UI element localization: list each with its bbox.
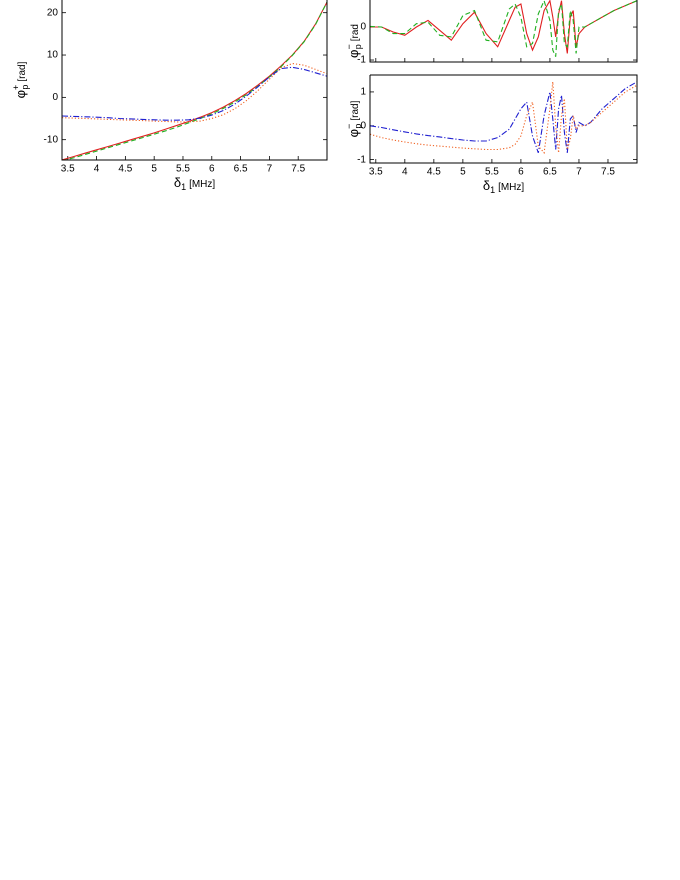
x-tick-label: 3.5 [369, 167, 383, 178]
plot-lines [370, 81, 637, 155]
axis-subscript: 1 [490, 185, 495, 195]
y-tick-label: -1 [357, 154, 366, 165]
plot-frame [369, 0, 638, 63]
axis-superscript: − [344, 124, 354, 129]
axis-superscript: + [11, 85, 21, 90]
plot-frame [369, 74, 638, 164]
x-tick-label: 3.5 [61, 164, 75, 175]
x-tick-label: 5 [151, 164, 157, 175]
y-tick-label: 1 [360, 87, 366, 98]
axis-subscript: p [353, 44, 363, 49]
axis-unit: [MHz] [498, 182, 524, 193]
axis-symbol: φ [346, 50, 361, 58]
axis-label: φ+p [rad] [11, 61, 30, 98]
x-tick-label: 6 [518, 167, 524, 178]
x-tick-label: 6.5 [543, 167, 557, 178]
axis-unit: [rad] [17, 61, 28, 81]
x-tick-label: 5.5 [176, 164, 190, 175]
axis-label: φ−p [rad [344, 24, 363, 58]
x-tick-label: 7 [267, 164, 273, 175]
axis-symbol: φ [13, 90, 28, 98]
series-line [370, 0, 637, 57]
plot-frame [61, 0, 328, 161]
x-tick-label: 4.5 [427, 167, 441, 178]
series-line [370, 0, 637, 54]
series-line [370, 81, 637, 153]
axis-unit: [MHz] [189, 179, 215, 190]
series-line [62, 1, 327, 160]
y-tick-label: 0 [360, 22, 366, 33]
x-tick-label: 5.5 [485, 167, 499, 178]
x-tick-label: 4.5 [118, 164, 132, 175]
axis-symbol: δ [483, 178, 490, 193]
y-tick-label: 0 [52, 92, 58, 103]
x-tick-label: 4 [94, 164, 100, 175]
x-tick-label: 6.5 [234, 164, 248, 175]
y-tick-label: -10 [44, 134, 59, 145]
axis-label: δ1 [MHz] [483, 178, 525, 195]
series-line [62, 1, 327, 160]
plot-lines [370, 0, 637, 57]
y-tick-label: 10 [47, 50, 59, 61]
axis-symbol: φ [346, 129, 361, 137]
x-tick-label: 5 [460, 167, 466, 178]
y-tick-label: 20 [47, 7, 59, 18]
x-tick-label: 7.5 [291, 164, 305, 175]
x-tick-label: 4 [402, 167, 408, 178]
chart-panel: 3.5 4 4.5 5 5.5 6 6.5 7 7.5 -10 0 10 20 φ+p [rad] δ1 [MH… [11, 0, 328, 192]
axis-subscript: p [353, 124, 363, 129]
chart-panel: -1 0 φ−p [rad [344, 0, 638, 66]
axis-unit: [rad [350, 24, 361, 41]
axis-label: δ1 [MHz] [174, 175, 216, 192]
x-tick-label: 6 [209, 164, 215, 175]
y-tick-label: 0 [360, 120, 366, 131]
axis-subscript: p [20, 85, 30, 90]
axis-label: φ−p [rad] [344, 100, 363, 137]
x-tick-label: 7 [576, 167, 582, 178]
plot-lines [62, 1, 327, 160]
y-tick-label: -1 [357, 55, 366, 66]
axis-superscript: − [344, 44, 354, 49]
axis-unit: [rad] [350, 100, 361, 120]
x-tick-label: 7.5 [601, 167, 615, 178]
axis-symbol: δ [174, 175, 181, 190]
axis-subscript: 1 [181, 182, 186, 192]
series-line [62, 66, 327, 121]
